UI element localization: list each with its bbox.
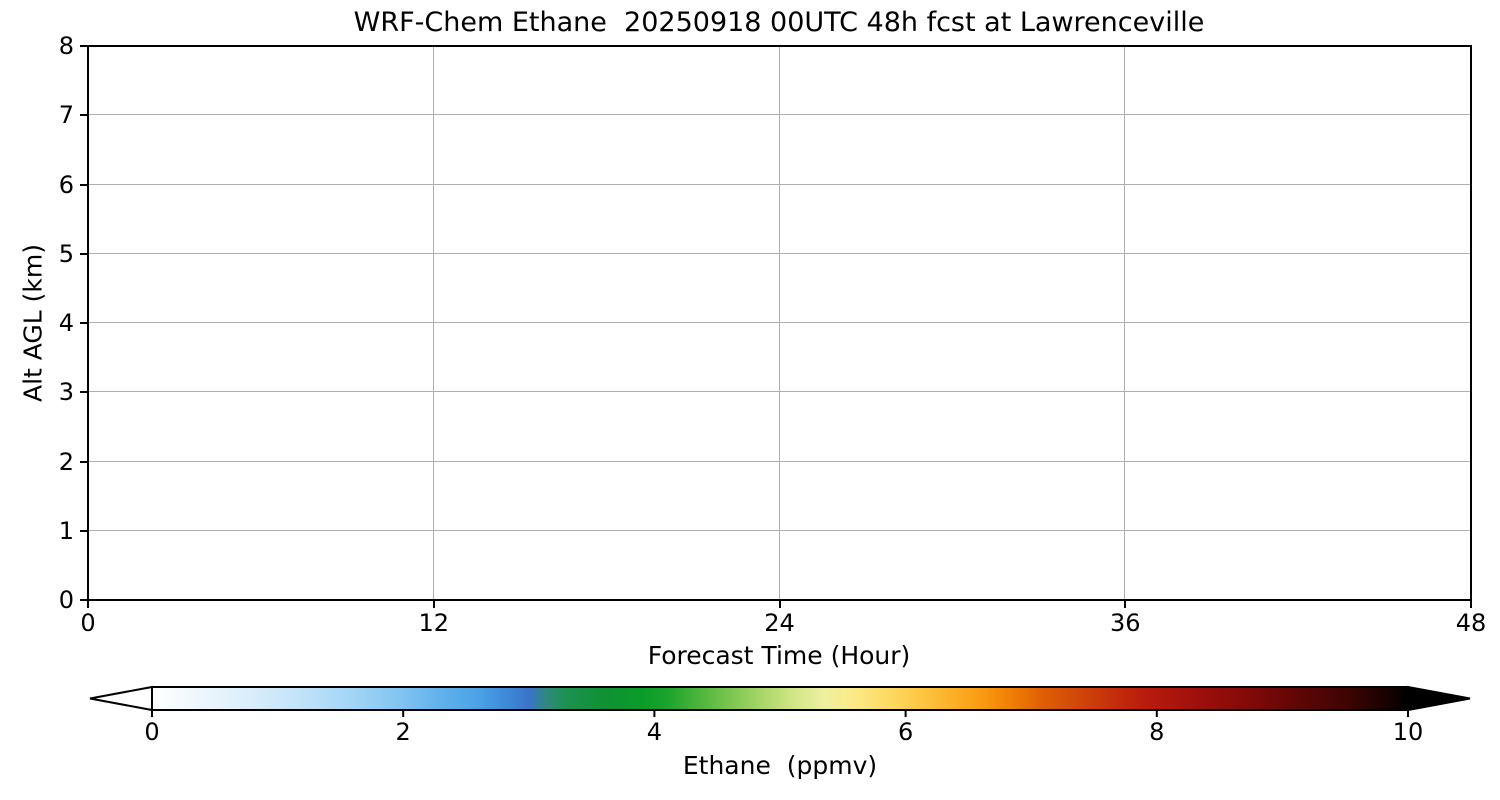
x-tick-label: 12 [418,609,450,637]
chart-title: WRF-Chem Ethane 20250918 00UTC 48h fcst … [353,7,1205,38]
y-tick-label: 8 [58,31,74,60]
gridline-horizontal [89,391,1470,393]
y-tick-label: 5 [58,239,74,268]
x-tick-label: 48 [1455,609,1487,637]
y-axis-label: Alt AGL (km) [18,243,48,403]
x-tick [778,600,781,608]
gridline-vertical [432,47,434,599]
gridline-horizontal [89,252,1470,254]
gridline-vertical [778,47,780,599]
x-tick [432,600,435,608]
colorbar-gradient-bar [151,686,1409,711]
gridline-vertical [1124,47,1126,599]
x-axis-label: Forecast Time (Hour) [647,641,911,670]
y-tick [80,183,88,186]
colorbar-tick-label: 0 [144,718,160,746]
gridline-horizontal [89,183,1470,185]
y-tick [80,529,88,532]
y-tick [80,391,88,394]
y-tick [80,599,88,601]
colorbar-tick-label: 4 [646,718,663,746]
gridline-horizontal [89,322,1470,323]
y-tick [80,252,88,255]
gridline-horizontal [89,460,1470,462]
gridline-horizontal [89,529,1470,531]
y-tick [80,322,88,324]
y-tick-label: 1 [58,516,74,545]
plot-area [87,45,1472,601]
gridline-horizontal [89,114,1470,116]
y-tick-label: 4 [58,308,74,337]
y-tick-label: 6 [58,170,74,199]
colorbar-tick-label: 10 [1392,718,1424,746]
colorbar-tick-label: 6 [897,718,914,746]
colorbar [89,685,1471,717]
x-tick [87,600,89,608]
x-tick [1470,600,1472,608]
colorbar-tick-label: 2 [395,718,411,746]
x-tick-label: 0 [80,609,96,637]
colorbar-tick-label: 8 [1149,718,1165,746]
colorbar-label: Ethane (ppmv) [682,751,878,780]
x-tick [1124,600,1127,608]
y-tick [80,114,88,117]
y-tick-label: 0 [58,585,74,614]
colorbar-over-arrow [1407,685,1471,712]
x-tick-label: 36 [1109,609,1141,637]
y-tick-label: 7 [58,101,74,130]
y-tick-label: 2 [58,447,74,476]
y-tick-label: 3 [58,378,74,407]
y-tick [80,460,88,463]
colorbar-under-arrow [89,685,153,712]
x-tick-label: 24 [764,609,795,637]
y-tick [80,45,88,47]
